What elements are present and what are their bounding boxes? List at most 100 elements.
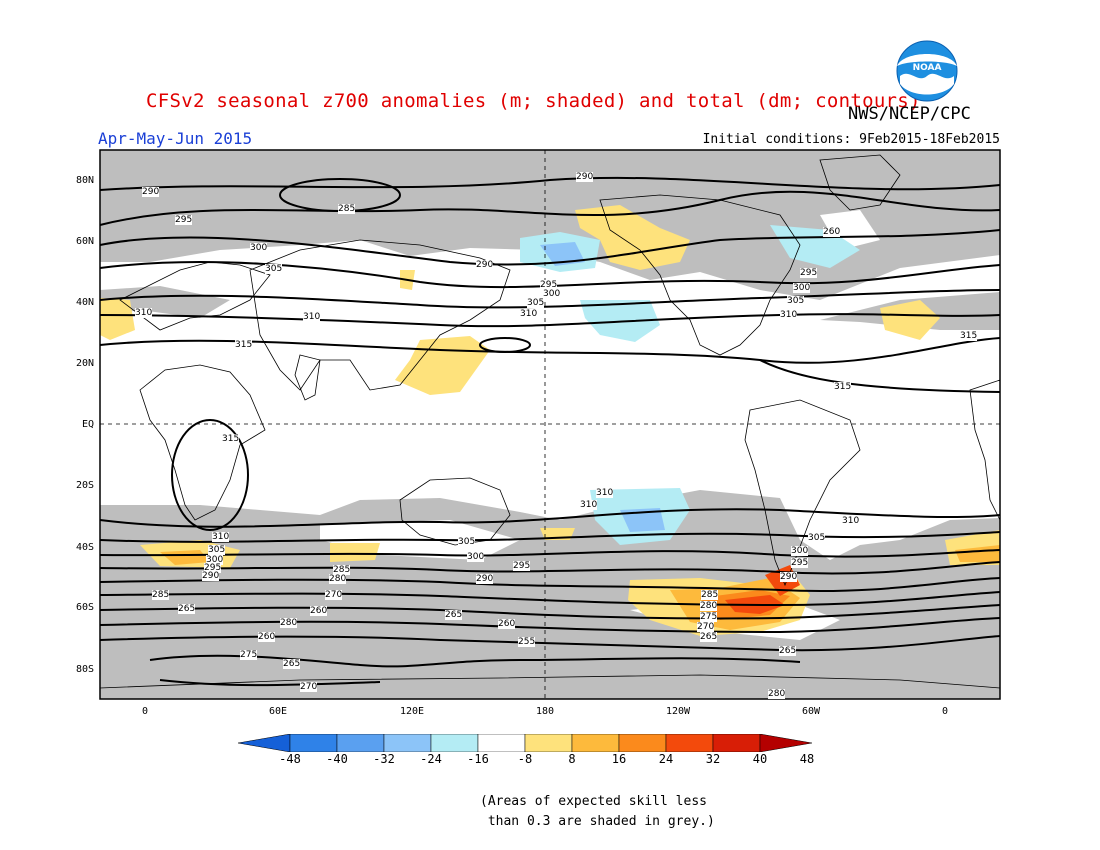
lon-label: 0 [941,706,949,717]
lon-label: 120W [665,706,691,717]
colorbar-label: -40 [326,752,348,766]
lon-label: 60W [801,706,821,717]
contour-label: 265 [445,610,463,620]
contour-label: 275 [240,650,258,660]
contour-label: 310 [842,516,860,526]
lat-label: 60S [75,602,94,613]
lat-label: 40S [75,542,94,553]
logo-text: NOAA [913,63,942,73]
contour-label: 280 [280,618,298,628]
contour-label: 280 [329,574,347,584]
contour-label: 290 [780,572,798,582]
contour-label: 260 [258,632,276,642]
contour-label: 310 [596,488,614,498]
contour-label: 310 [780,310,798,320]
colorbar-label: 32 [705,752,721,766]
colorbar-label: -8 [517,752,533,766]
colorbar-labels: -48 -40 -32 -24 -16 -8 8 16 24 32 40 48 [238,752,862,768]
colorbar-swatch [712,734,761,752]
agency-label: NWS/NCEP/CPC [848,104,971,124]
colorbar-label: 24 [658,752,674,766]
contour-label: 295 [800,268,818,278]
contour-label: 265 [283,659,301,669]
lat-label: 80S [75,664,94,675]
lat-label: 20S [75,480,94,491]
contour-label: 265 [700,632,718,642]
contour-label: 270 [325,590,343,600]
lat-label: 60N [75,236,94,247]
contour-label: 300 [793,283,811,293]
map-title: CFSv2 seasonal z700 anomalies (m; shaded… [146,90,921,112]
contour-label: 305 [527,298,545,308]
contour-label: 305 [458,537,476,547]
colorbar-swatch [430,734,479,752]
lat-label: 80N [75,175,94,186]
contour-label: 295 [513,561,531,571]
lon-label: 120E [399,706,425,717]
contour-label: 285 [333,565,351,575]
contour-label: 300 [467,552,485,562]
contour-label: 310 [580,500,598,510]
contour-label: 315 [834,382,852,392]
lon-label: 60E [268,706,288,717]
contour-label: 295 [175,215,193,225]
lat-label: EQ [81,419,94,430]
initial-conditions: Initial conditions: 9Feb2015-18Feb2015 [702,132,1000,147]
contour-label: 310 [212,532,230,542]
colorbar-label: -32 [373,752,395,766]
contour-label: 305 [265,264,283,274]
reference-lines [100,150,1000,699]
contour-label: 295 [540,280,558,290]
contour-label: 270 [300,682,318,692]
contour-label: 315 [960,331,978,341]
contour-label: 280 [768,689,786,699]
contour-label: 295 [791,558,809,568]
contour-label: 260 [823,227,841,237]
colorbar-label: -16 [467,752,489,766]
contour-label: 300 [791,546,809,556]
noaa-logo: NOAA [896,40,958,102]
colorbar-label: 48 [799,752,815,766]
contour-label: 265 [178,604,196,614]
contour-label: 315 [222,434,240,444]
colorbar-label: 40 [752,752,768,766]
colorbar-label: 8 [568,752,576,766]
contour-label: 310 [520,309,538,319]
contour-label: 310 [303,312,321,322]
contour-label: 280 [700,601,718,611]
contour-label: 290 [476,574,494,584]
colorbar-swatch [336,734,385,752]
lat-label: 40N [75,297,94,308]
contour-label: 315 [235,340,253,350]
colorbar: -48 -40 -32 -24 -16 -8 8 16 24 32 40 48 [238,734,862,770]
map-frame [99,149,1001,700]
contour-label: 300 [206,555,224,565]
contour-label: 285 [152,590,170,600]
colorbar-arrow-left [238,734,291,752]
contour-label: 290 [576,172,594,182]
contour-label: 300 [543,289,561,299]
contour-label: 305 [787,296,805,306]
colorbar-swatch [618,734,667,752]
contour-label: 260 [498,619,516,629]
contour-label: 310 [135,308,153,318]
contours [99,176,1001,687]
contour-label: 290 [476,260,494,270]
contour-label: 290 [202,571,220,581]
lat-label: 20N [75,358,94,369]
colorbar-swatch [289,734,338,752]
contour-label: 305 [208,545,226,555]
lon-label: 180 [535,706,555,717]
colorbar-label: 16 [611,752,627,766]
colorbar-swatch [477,734,526,752]
contour-label: 275 [700,612,718,622]
lon-label: 0 [141,706,149,717]
contour-label: 270 [697,622,715,632]
contour-label: 265 [779,646,797,656]
contour-label: 295 [204,563,222,573]
contour-label: 300 [250,243,268,253]
colorbar-swatch [524,734,573,752]
colorbar-swatch [571,734,620,752]
contour-label: 285 [701,590,719,600]
